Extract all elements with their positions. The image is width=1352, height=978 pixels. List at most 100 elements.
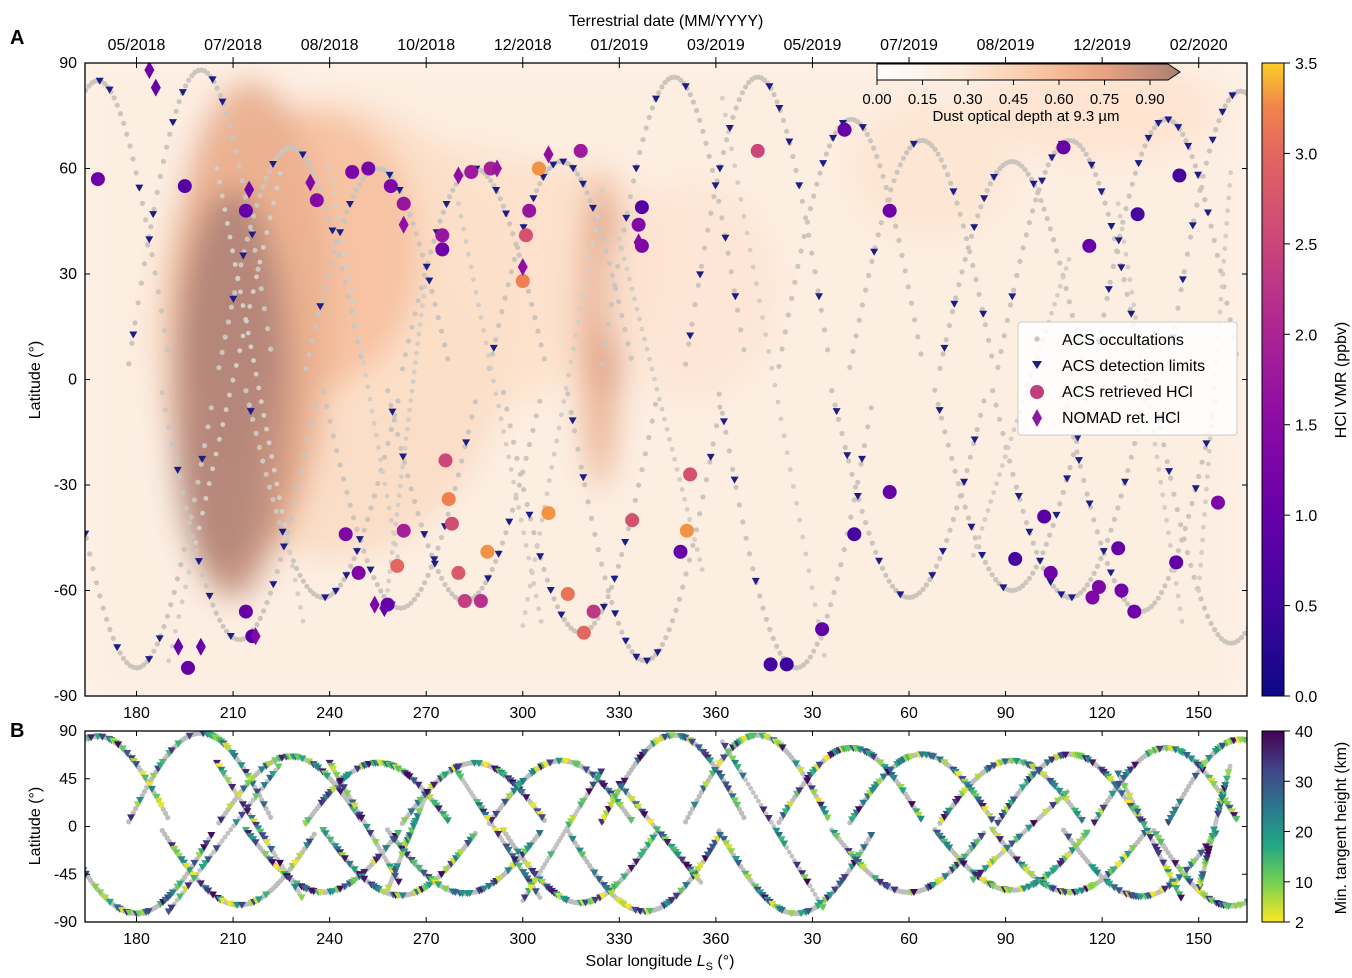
occultation-point bbox=[1196, 474, 1201, 479]
occultation-point bbox=[304, 584, 309, 589]
occultation-point bbox=[1051, 523, 1056, 528]
panel-a-x-tick-label: 90 bbox=[997, 705, 1015, 722]
panel-b-detection-marker bbox=[1300, 803, 1308, 810]
occultation-point bbox=[885, 197, 890, 202]
occultation-point bbox=[190, 555, 195, 560]
occultation-point bbox=[631, 178, 636, 183]
occultation-point bbox=[261, 608, 266, 613]
occultation-point bbox=[776, 364, 781, 369]
occultation-point bbox=[390, 550, 395, 555]
occultation-point bbox=[90, 566, 95, 571]
retrieved-hcl-point bbox=[680, 524, 694, 538]
panel-b-occultation-point bbox=[68, 748, 73, 753]
occultation-point bbox=[365, 517, 370, 522]
occultation-point bbox=[920, 587, 925, 592]
panel-b-occultation-point bbox=[266, 810, 271, 815]
occultation-point bbox=[389, 427, 394, 432]
occultation-point bbox=[792, 280, 797, 285]
occultation-point bbox=[1024, 520, 1029, 525]
occultation-point bbox=[1205, 614, 1210, 619]
occultation-point bbox=[421, 294, 426, 299]
retrieved-hcl-point bbox=[442, 492, 456, 506]
occultation-point bbox=[429, 289, 434, 294]
occultation-point bbox=[991, 490, 996, 495]
occultation-point bbox=[724, 137, 729, 142]
occultation-point bbox=[1002, 333, 1007, 338]
occultation-point bbox=[682, 497, 687, 502]
occultation-point bbox=[1175, 306, 1180, 311]
occultation-point bbox=[503, 530, 508, 535]
occultation-point bbox=[723, 430, 728, 435]
occultation-point bbox=[509, 467, 514, 472]
occultation-point bbox=[842, 547, 847, 552]
occultation-point bbox=[331, 434, 336, 439]
occultation-point bbox=[469, 414, 474, 419]
occultation-point bbox=[29, 322, 34, 327]
occultation-point bbox=[1221, 259, 1226, 264]
occultation-point bbox=[361, 548, 366, 553]
occultation-point bbox=[717, 405, 722, 410]
occultation-point bbox=[877, 163, 882, 168]
occultation-point bbox=[142, 261, 147, 266]
occultation-point bbox=[719, 215, 724, 220]
occultation-point bbox=[1030, 571, 1035, 576]
occultation-point bbox=[813, 602, 818, 607]
panel-b-occultation-point bbox=[1256, 743, 1261, 748]
occultation-point bbox=[501, 390, 506, 395]
panel-b-occultation-point bbox=[312, 832, 317, 837]
occultation-point bbox=[945, 172, 950, 177]
occultation-point bbox=[164, 145, 169, 150]
occultation-point bbox=[1185, 252, 1190, 257]
panel-b-occultation-point bbox=[71, 853, 76, 858]
occultation-point bbox=[740, 90, 745, 95]
occultation-point bbox=[939, 416, 944, 421]
occultation-point bbox=[785, 450, 790, 455]
occultation-point bbox=[686, 342, 691, 347]
occultation-point bbox=[986, 566, 991, 571]
occultation-point bbox=[249, 344, 254, 349]
panel-b-occultation-point bbox=[1286, 857, 1291, 862]
occultation-point bbox=[278, 171, 283, 176]
occultation-point bbox=[629, 356, 634, 361]
occultation-point bbox=[983, 517, 988, 522]
occultation-point bbox=[368, 505, 373, 510]
occultation-point bbox=[612, 283, 617, 288]
occultation-point bbox=[1286, 223, 1291, 228]
top-date-label: 07/2018 bbox=[204, 37, 262, 54]
panel-b-occultation-point bbox=[57, 762, 62, 767]
occultation-point bbox=[1200, 538, 1205, 543]
occultation-point bbox=[939, 157, 944, 162]
occultation-point bbox=[640, 137, 645, 142]
dust-colorbar-tick-label: 0.60 bbox=[1044, 91, 1073, 108]
occultation-point bbox=[1131, 303, 1136, 308]
occultation-point bbox=[705, 228, 710, 233]
panel-b-occultation-point bbox=[1249, 739, 1254, 744]
occultation-point bbox=[585, 190, 590, 195]
occultation-point bbox=[888, 187, 893, 192]
panel-b-occultation-point bbox=[748, 786, 753, 791]
hcl-colorbar-bar bbox=[1262, 63, 1284, 696]
occultation-point bbox=[1034, 550, 1039, 555]
occultation-point bbox=[592, 621, 597, 626]
occultation-point bbox=[438, 219, 443, 224]
occultation-point bbox=[412, 499, 417, 504]
occultation-point bbox=[425, 573, 430, 578]
occultation-point bbox=[1023, 580, 1028, 585]
occultation-point bbox=[720, 411, 725, 416]
occultation-point bbox=[238, 290, 243, 295]
occultation-point bbox=[1006, 445, 1011, 450]
panel-a-y-tick-label: 30 bbox=[59, 266, 77, 283]
occultation-point bbox=[452, 486, 457, 491]
occultation-point bbox=[680, 585, 685, 590]
occultation-point bbox=[564, 386, 569, 391]
occultation-point bbox=[1176, 594, 1181, 599]
occultation-point bbox=[185, 531, 190, 536]
occultation-point bbox=[599, 362, 604, 367]
occultation-point bbox=[983, 322, 988, 327]
occultation-point bbox=[1204, 161, 1209, 166]
occultation-point bbox=[227, 123, 232, 128]
occultation-point bbox=[760, 606, 765, 611]
occultation-point bbox=[243, 388, 248, 393]
occultation-point bbox=[627, 277, 632, 282]
occultation-point bbox=[521, 487, 526, 492]
